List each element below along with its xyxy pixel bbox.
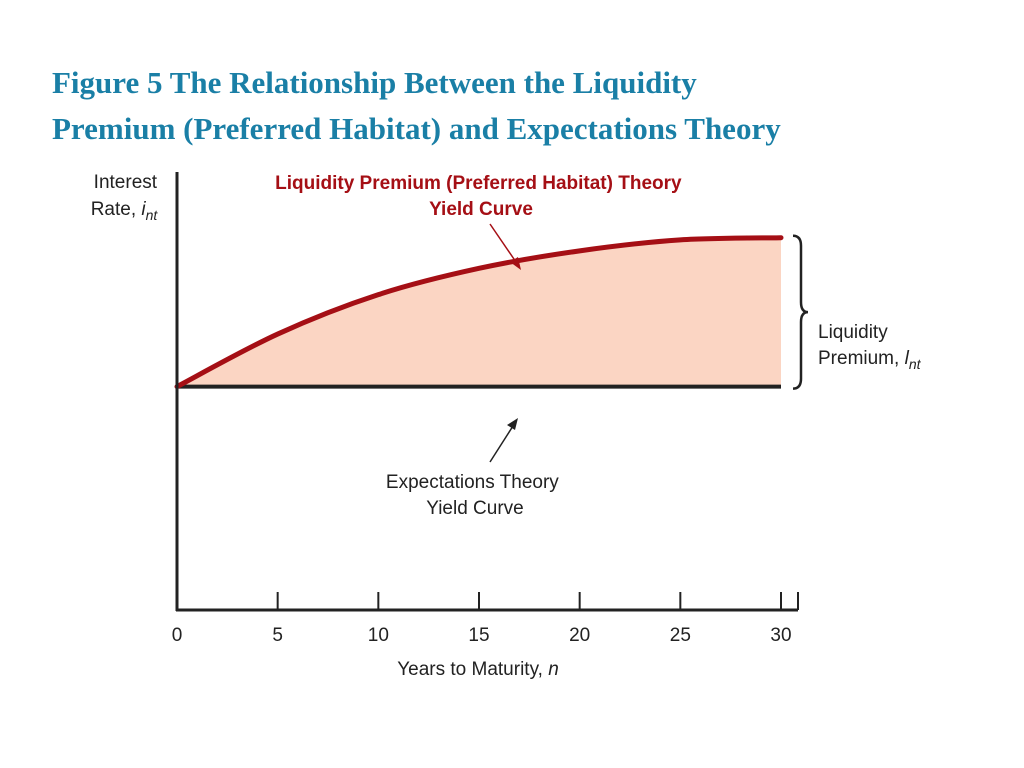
slide-title-line-1: Figure 5 The Relationship Between the Li… xyxy=(52,65,697,100)
bracket-label-line-1: Liquidity xyxy=(818,322,888,343)
liquidity-premium-label-line-2: Yield Curve xyxy=(429,199,533,220)
x-tick-label-5: 5 xyxy=(272,625,283,646)
bracket-label-variable: l xyxy=(905,348,910,369)
x-axis-tick-labels: 0 5 10 15 20 25 30 xyxy=(172,625,792,646)
liquidity-premium-label-arrow xyxy=(489,223,517,263)
y-axis-label-line-1: Interest xyxy=(94,172,158,193)
bracket-label-line-2: Premium, lnt xyxy=(818,348,922,372)
expectations-label-line-1: Expectations Theory xyxy=(386,472,559,493)
liquidity-premium-bracket xyxy=(792,234,809,390)
y-axis-label-text: Rate, xyxy=(91,199,142,220)
x-tick-label-30: 30 xyxy=(770,625,791,646)
liquidity-premium-arrow-head xyxy=(510,257,521,270)
x-axis-label: Years to Maturity, n xyxy=(397,659,559,680)
y-axis-label-subscript: nt xyxy=(146,207,159,223)
x-axis-label-text: Years to Maturity, xyxy=(397,659,548,680)
liquidity-premium-bracket-label: Liquidity Premium, lnt xyxy=(818,322,922,372)
x-tick-label-15: 15 xyxy=(468,625,489,646)
y-axis-label: Interest Rate, int xyxy=(91,172,163,223)
liquidity-premium-curve xyxy=(174,235,784,390)
y-axis-label-line-2: Rate, int xyxy=(91,199,159,223)
x-axis-label-variable: n xyxy=(548,659,559,680)
bracket-label-subscript: nt xyxy=(909,356,922,372)
expectations-theory-label: Expectations Theory Yield Curve xyxy=(386,472,564,519)
x-axis-ticks xyxy=(276,592,799,610)
x-tick-label-20: 20 xyxy=(569,625,590,646)
liquidity-premium-area xyxy=(177,237,781,387)
expectations-label-line-2: Yield Curve xyxy=(426,498,524,519)
x-tick-label-0: 0 xyxy=(172,625,183,646)
expectations-label-arrow xyxy=(489,425,514,463)
x-tick-label-25: 25 xyxy=(670,625,691,646)
bracket-label-text: Premium, xyxy=(818,348,905,369)
x-tick-label-10: 10 xyxy=(368,625,389,646)
slide-title-line-2: Premium (Preferred Habitat) and Expectat… xyxy=(52,111,781,146)
expectations-arrow-head xyxy=(507,418,518,430)
y-axis-label-variable: i xyxy=(141,199,146,220)
slide-title: Figure 5 The Relationship Between the Li… xyxy=(52,60,972,152)
liquidity-premium-label-line-1: Liquidity Premium (Preferred Habitat) Th… xyxy=(275,173,682,194)
liquidity-premium-curve-label: Liquidity Premium (Preferred Habitat) Th… xyxy=(275,173,687,220)
